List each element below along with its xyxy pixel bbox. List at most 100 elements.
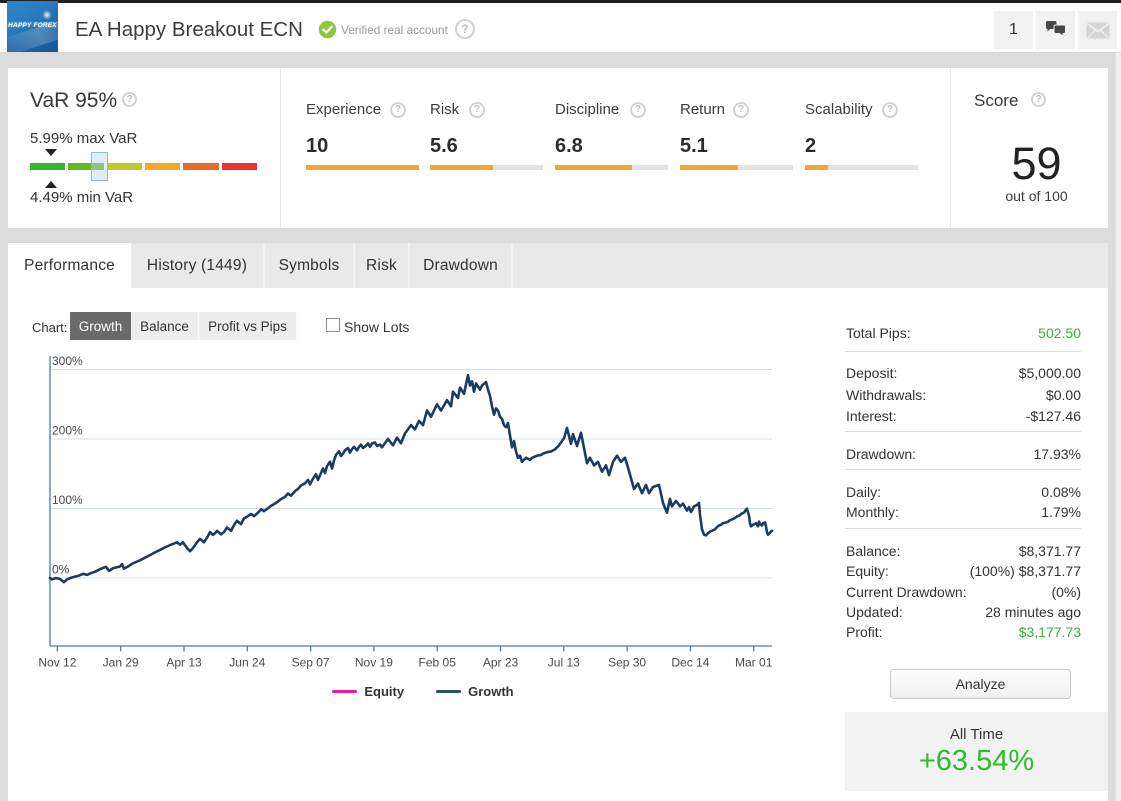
y-axis-label: 200% bbox=[52, 424, 83, 438]
metric-value: 6.8 bbox=[555, 135, 583, 157]
y-axis-label: 100% bbox=[52, 493, 83, 507]
stat-row: Monthly: 1.79% bbox=[845, 504, 1081, 524]
page-title: EA Happy Breakout ECN bbox=[75, 18, 303, 41]
stat-row: Updated: 28 minutes ago bbox=[845, 604, 1081, 624]
var-max-marker-icon bbox=[45, 149, 57, 156]
growth-chart[interactable]: 0% 100% 200% 300% Nov 12 Jan 29 Apr 13 Jun 24 Se… bbox=[30, 350, 790, 705]
stat-label: Profit: bbox=[846, 624, 883, 640]
stat-label: Drawdown: bbox=[846, 445, 917, 462]
x-axis-label: Jan 29 bbox=[103, 656, 139, 670]
stat-row: Interest: -$127.46 bbox=[845, 408, 1081, 428]
stat-value: 502.50 bbox=[1038, 325, 1081, 341]
stat-separator bbox=[845, 469, 1081, 470]
tab-risk[interactable]: Risk bbox=[355, 243, 410, 288]
metric-help-icon[interactable]: ? bbox=[630, 102, 646, 118]
stat-row: Profit: $3,177.73 bbox=[845, 624, 1081, 644]
comments-button[interactable] bbox=[1036, 11, 1075, 49]
x-axis-label: Sep 07 bbox=[292, 656, 330, 670]
metric-bar-track bbox=[555, 165, 668, 170]
metric-bar-fill bbox=[555, 165, 632, 170]
stat-row: Equity: (100%) $8,371.77 bbox=[845, 563, 1081, 583]
x-axis-label: Dec 14 bbox=[671, 656, 709, 670]
performance-content-panel: Chart: Growth Balance Profit vs Pips Sho… bbox=[8, 288, 1108, 801]
var-bar-segment bbox=[106, 163, 142, 170]
metric-bar-track bbox=[430, 165, 543, 170]
stat-row: Current Drawdown: (0%) bbox=[845, 584, 1081, 604]
stat-separator bbox=[845, 351, 1081, 352]
metric-bar-track bbox=[805, 165, 918, 170]
email-button[interactable] bbox=[1078, 11, 1117, 49]
tab-symbols[interactable]: Symbols bbox=[265, 243, 355, 288]
metric-help-icon[interactable]: ? bbox=[469, 102, 485, 118]
stat-row: Balance: $8,371.77 bbox=[845, 543, 1081, 563]
tab-performance[interactable]: Performance bbox=[8, 243, 131, 288]
metric-label: Scalability bbox=[805, 101, 873, 118]
x-axis-label: Nov 12 bbox=[38, 656, 76, 670]
legend-label: Equity bbox=[364, 684, 405, 699]
metric-label: Discipline bbox=[555, 101, 620, 118]
stat-label: Total Pips: bbox=[846, 325, 911, 341]
chart-type-label: Chart: bbox=[32, 320, 68, 335]
growth-line bbox=[48, 373, 774, 584]
score-sub-label: out of 100 bbox=[1005, 188, 1068, 204]
score-help-icon[interactable]: ? bbox=[1031, 92, 1046, 107]
var-bar-segment bbox=[68, 163, 104, 170]
all-time-value: +63.54% bbox=[918, 744, 1035, 777]
x-axis-label: Apr 13 bbox=[166, 656, 202, 670]
var-risk-bar bbox=[30, 163, 257, 170]
chart-type-button-group: Growth Balance Profit vs Pips bbox=[70, 312, 297, 340]
notification-count-button[interactable]: 1 bbox=[994, 11, 1033, 49]
stat-row: Daily: 0.08% bbox=[845, 484, 1081, 504]
metric-experience: Experience? 10 bbox=[306, 68, 420, 228]
chat-bubbles-icon bbox=[1045, 21, 1066, 38]
var-bar-segment bbox=[183, 163, 219, 170]
show-lots-label: Show Lots bbox=[344, 319, 410, 335]
metric-value: 10 bbox=[306, 135, 329, 157]
help-icon[interactable]: ? bbox=[455, 19, 475, 39]
legend-item-growth[interactable]: Growth bbox=[436, 684, 514, 699]
metric-label: Experience bbox=[306, 101, 382, 118]
metric-bar-fill bbox=[430, 165, 494, 170]
stat-label: Interest: bbox=[846, 408, 897, 424]
tab-bar-filler bbox=[513, 243, 1108, 288]
verified-check-icon bbox=[318, 20, 337, 39]
chart-btn-balance[interactable]: Balance bbox=[131, 312, 199, 340]
happy-forex-logo[interactable]: HAPPY FOREX bbox=[7, 1, 58, 52]
var-range-highlight[interactable] bbox=[91, 152, 108, 181]
stat-separator bbox=[845, 431, 1081, 432]
y-axis-label: 0% bbox=[52, 563, 70, 577]
x-axis-label: Sep 30 bbox=[608, 656, 646, 670]
y-axis-label: 300% bbox=[52, 354, 83, 368]
stat-row: Deposit: $5,000.00 bbox=[845, 365, 1081, 385]
chart-btn-growth[interactable]: Growth bbox=[70, 312, 131, 340]
x-axis-label: Nov 19 bbox=[355, 656, 393, 670]
metric-help-icon[interactable]: ? bbox=[882, 102, 898, 118]
x-axis-label: Mar 01 bbox=[735, 656, 773, 670]
page-scrollbar[interactable] bbox=[1115, 3, 1121, 801]
tab-history[interactable]: History (1449) bbox=[131, 243, 265, 288]
metric-help-icon[interactable]: ? bbox=[733, 102, 749, 118]
analyze-button[interactable]: Analyze bbox=[890, 669, 1071, 699]
x-axis-label: Feb 05 bbox=[419, 656, 457, 670]
show-lots-checkbox[interactable] bbox=[326, 318, 340, 332]
chart-btn-profit-vs-pips[interactable]: Profit vs Pips bbox=[199, 312, 297, 340]
score-title: Score bbox=[974, 91, 1019, 110]
metric-help-icon[interactable]: ? bbox=[390, 102, 406, 118]
tab-drawdown[interactable]: Drawdown bbox=[410, 243, 513, 288]
var-help-icon[interactable]: ? bbox=[122, 92, 137, 107]
metric-bar-track bbox=[306, 165, 419, 170]
metric-value: 2 bbox=[805, 135, 817, 157]
var-min-marker-icon bbox=[45, 181, 57, 188]
var-bar-segment bbox=[145, 163, 181, 170]
metric-label: Return bbox=[680, 101, 726, 118]
stat-value: (0%) bbox=[1051, 583, 1081, 600]
tab-bar: Performance History (1449) Symbols Risk … bbox=[8, 243, 1108, 288]
verified-label: Verified real account bbox=[341, 23, 448, 37]
stats-panel: Total Pips: 502.50 Deposit: $5,000.00 Withdr… bbox=[845, 288, 1081, 658]
stat-value: 17.93% bbox=[1033, 445, 1081, 462]
legend-item-equity[interactable]: Equity bbox=[332, 684, 404, 699]
var-title: VaR 95% bbox=[30, 89, 118, 112]
stat-label: Equity: bbox=[846, 563, 889, 579]
var-min-label: 4.49% min VaR bbox=[30, 189, 134, 206]
stat-value: 0.08% bbox=[1041, 483, 1081, 500]
